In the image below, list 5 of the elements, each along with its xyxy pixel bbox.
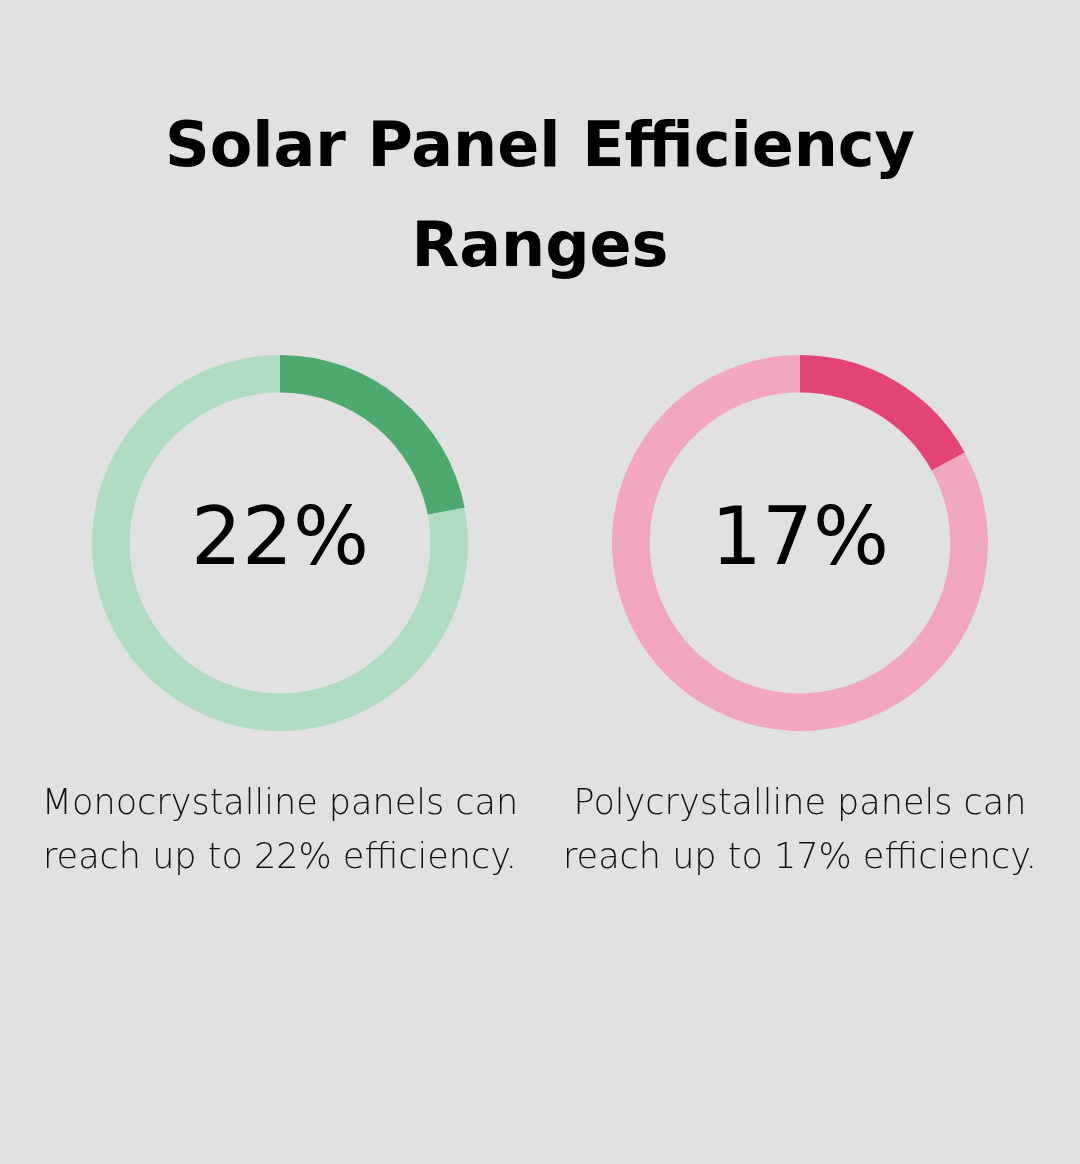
text: Monocrystalline panels can reach up to 22% efficiency. (40, 781, 520, 878)
data-label: 22% (191, 489, 369, 583)
data-label: 17% (711, 489, 889, 583)
text: Polycrystalline panels can reach up to 17% efficiency. (562, 781, 1038, 878)
chart-title: Solar Panel Efficiency Ranges (164, 107, 916, 283)
